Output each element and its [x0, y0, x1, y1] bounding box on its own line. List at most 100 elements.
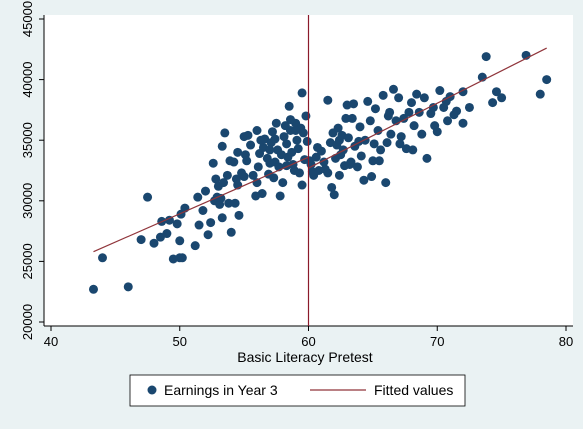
data-point	[491, 87, 501, 97]
y-tick-label: 35000	[20, 122, 35, 158]
data-point	[458, 118, 468, 128]
data-point	[242, 156, 252, 166]
data-point	[217, 213, 227, 223]
data-point	[251, 191, 261, 201]
data-point	[404, 107, 414, 117]
data-point	[355, 122, 365, 132]
data-point	[224, 198, 234, 208]
data-point	[329, 190, 339, 200]
y-axis: 20000 25000 30000 35000 40000 45000	[20, 1, 45, 340]
data-point	[282, 139, 292, 149]
data-point	[443, 116, 453, 126]
data-point	[327, 182, 337, 192]
data-point	[388, 84, 398, 94]
fitted-line-segment	[308, 47, 547, 169]
data-point	[419, 93, 429, 103]
fit-lines	[93, 15, 547, 326]
data-point	[252, 126, 262, 136]
data-point	[320, 164, 330, 174]
data-point	[225, 156, 235, 166]
data-point	[435, 86, 445, 96]
data-point	[432, 127, 442, 137]
data-point	[237, 168, 247, 178]
data-point	[253, 162, 263, 172]
data-point	[198, 205, 208, 215]
legend-scatter-marker	[147, 385, 157, 395]
data-point	[488, 98, 498, 108]
data-point	[313, 142, 323, 152]
data-point	[302, 136, 312, 146]
data-point	[233, 147, 243, 157]
data-point	[368, 156, 378, 166]
data-point	[246, 140, 256, 150]
data-point	[333, 123, 343, 133]
data-point	[226, 227, 236, 237]
data-point	[349, 99, 359, 109]
data-point	[136, 235, 146, 245]
data-point	[385, 107, 395, 117]
data-point	[123, 282, 133, 292]
data-point	[298, 128, 308, 138]
x-tick-label: 60	[301, 334, 315, 349]
data-point	[279, 132, 289, 142]
data-point	[206, 218, 216, 228]
data-point	[417, 129, 427, 139]
y-tick-label: 30000	[20, 183, 35, 219]
y-tick-label: 25000	[20, 243, 35, 279]
data-point	[297, 180, 307, 190]
data-point	[149, 238, 159, 248]
data-point	[305, 156, 315, 166]
data-point	[352, 162, 362, 172]
data-point	[267, 127, 277, 137]
x-tick-label: 50	[173, 334, 187, 349]
data-point	[248, 170, 258, 180]
x-tick-label: 70	[430, 334, 444, 349]
data-point	[88, 284, 98, 294]
data-point	[201, 186, 210, 196]
data-point	[382, 138, 392, 148]
data-point	[535, 89, 545, 99]
data-point	[284, 101, 294, 111]
y-tick-label: 45000	[20, 1, 35, 37]
legend-scatter-label: Earnings in Year 3	[164, 382, 278, 398]
data-point	[285, 115, 295, 125]
data-point	[220, 128, 230, 138]
legend-fit-label: Fitted values	[374, 382, 453, 398]
data-point	[230, 198, 240, 208]
data-point	[276, 150, 286, 160]
data-point	[275, 191, 285, 201]
data-point	[407, 98, 416, 108]
data-point	[374, 156, 384, 166]
data-point	[175, 236, 185, 246]
data-point	[481, 52, 491, 62]
data-point	[193, 192, 203, 202]
data-point	[177, 253, 187, 263]
data-point	[98, 253, 107, 263]
data-point	[292, 135, 302, 145]
data-point	[190, 241, 200, 251]
data-point	[359, 175, 369, 185]
data-point	[270, 134, 280, 144]
data-point	[341, 113, 351, 123]
data-point	[347, 113, 357, 123]
data-point	[271, 118, 281, 128]
data-point	[334, 170, 344, 180]
data-point	[412, 89, 422, 99]
data-point	[378, 90, 388, 100]
y-tick-label: 40000	[20, 62, 35, 98]
data-point	[234, 210, 244, 220]
data-point	[381, 178, 391, 188]
data-point	[203, 230, 213, 240]
data-point	[162, 229, 172, 239]
data-point	[289, 166, 299, 175]
data-point	[222, 170, 232, 180]
data-point	[422, 153, 432, 163]
data-point	[365, 116, 375, 126]
data-point	[386, 129, 396, 139]
data-point	[395, 139, 405, 149]
x-tick-label: 40	[44, 334, 58, 349]
data-point	[396, 132, 406, 142]
data-point	[265, 145, 275, 155]
